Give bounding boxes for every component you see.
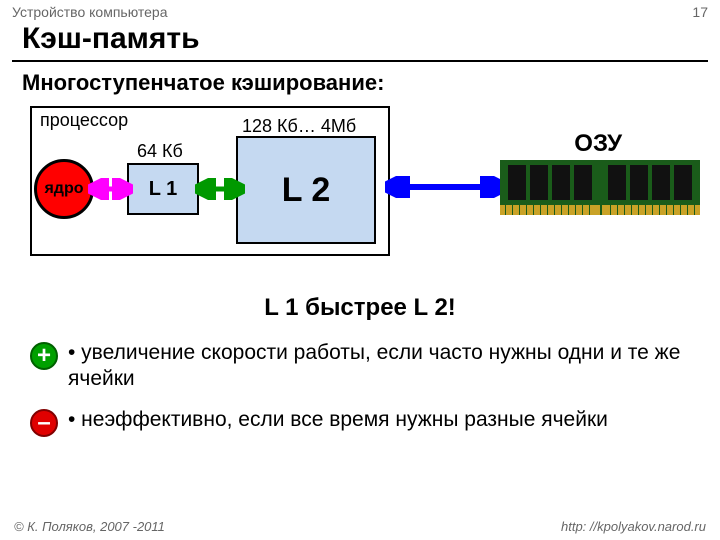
l2-size-label: 128 Кб… 4Мб (242, 116, 356, 137)
plus-icon: + (30, 342, 58, 370)
slide-title: Кэш-память (0, 20, 720, 60)
divider (12, 60, 708, 62)
comparison-text: L 1 быстрее L 2! (0, 294, 720, 322)
source-url: http: //kpolyakov.narod.ru (561, 519, 706, 534)
cache-diagram: процессор 128 Кб… 4Мб L 2 64 Кб L 1 ядро (20, 106, 700, 276)
advantage-row: + • увеличение скорости работы, если час… (30, 340, 696, 393)
header-topic: Устройство компьютера (12, 4, 168, 20)
minus-icon: – (30, 409, 58, 437)
processor-label: процессор (40, 110, 128, 131)
ram-module-icon (500, 160, 700, 215)
subtitle: Многоступенчатое кэширование: (0, 70, 720, 106)
advantage-text: • увеличение скорости работы, если часто… (68, 340, 696, 393)
arrow-l1-l2 (195, 178, 245, 200)
copyright: © К. Поляков, 2007 -2011 (14, 519, 165, 534)
page-number: 17 (692, 4, 708, 20)
disadvantage-text: • неэффективно, если все время нужны раз… (68, 407, 608, 433)
ram-label: ОЗУ (574, 130, 622, 158)
processor-box: процессор 128 Кб… 4Мб L 2 64 Кб L 1 ядро (30, 106, 390, 256)
l1-size-label: 64 Кб (137, 141, 183, 162)
l1-cache-box: L 1 (127, 163, 199, 215)
arrow-core-l1 (88, 178, 133, 200)
core-circle: ядро (34, 159, 94, 219)
arrow-l2-ram (385, 176, 505, 198)
l2-cache-box: L 2 (236, 136, 376, 244)
disadvantage-row: – • неэффективно, если все время нужны р… (30, 407, 696, 437)
